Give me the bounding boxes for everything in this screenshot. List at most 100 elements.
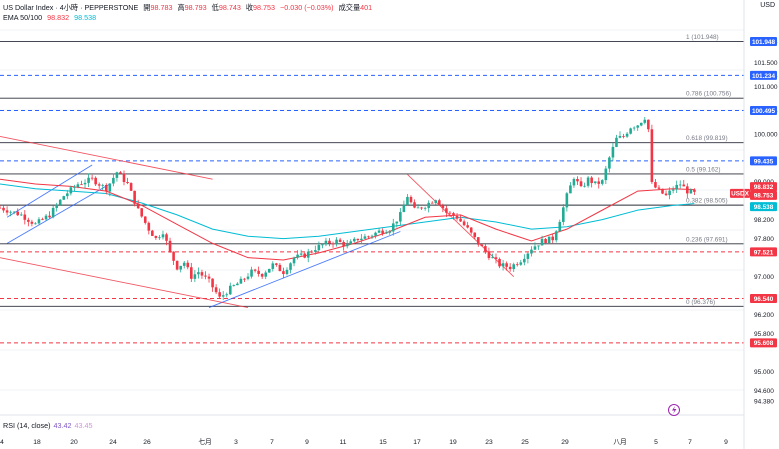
candle-body [682, 184, 686, 187]
symbol-title[interactable]: US Dollar Index · 4小時 · PEPPERSTONE [3, 3, 139, 12]
candle-body [423, 207, 427, 209]
candle-body [466, 225, 469, 228]
price-badge [750, 36, 777, 46]
time-tick-label: 29 [561, 439, 569, 446]
time-tick-label: 20 [70, 439, 78, 446]
candle-body [399, 212, 402, 222]
trend-line [208, 231, 401, 308]
candle-body [579, 181, 583, 187]
candle-body [508, 266, 512, 270]
price-tick-label: 96.200 [754, 312, 774, 319]
time-axis[interactable]: 4 18 20 24 26 七月 3 7 9 11 15 17 19 23 25 29 八月 5 7 9 [0, 437, 728, 446]
candle-body [129, 183, 133, 191]
candle-body [186, 262, 190, 268]
fib-level-label: 0.618 (99.819) [686, 135, 728, 142]
volume-label: 成交量 [338, 3, 361, 12]
candle-body [363, 236, 367, 239]
close-label: 收 [245, 3, 254, 12]
candle-body [158, 237, 161, 239]
candle-body [519, 262, 523, 265]
candle-body [246, 276, 250, 279]
candle-body [608, 157, 611, 169]
candle-body [593, 181, 597, 184]
time-tick-label: 3 [234, 439, 238, 446]
candle-body [275, 263, 278, 265]
price-badge [750, 338, 777, 348]
candle-body [540, 238, 544, 246]
price-badge-label: 98.832 [754, 184, 774, 191]
candle-body [686, 186, 689, 194]
time-tick-label: 23 [485, 439, 493, 446]
price-axis[interactable]: 101.948 101.500 101.234 101.000 100.495 100.0… [754, 39, 778, 406]
candle-body [143, 216, 147, 223]
candle-body [381, 230, 384, 234]
time-tick-label: 7 [688, 439, 692, 446]
candle-body [547, 236, 551, 243]
price-badge-label: 98.538 [754, 204, 774, 211]
candle-body [172, 251, 175, 261]
candle-body [420, 207, 423, 209]
candle-body [604, 168, 608, 181]
trend-lines [0, 136, 515, 309]
price-tick-label: 100.000 [754, 131, 778, 138]
candle-body [76, 184, 80, 187]
candle-body [409, 196, 413, 203]
ticker-badge [730, 188, 750, 198]
fib-level-label: 0.5 (99.162) [686, 166, 720, 173]
trend-line [0, 257, 249, 309]
candle-body [133, 190, 136, 204]
candle-body [388, 231, 392, 233]
candle-body [494, 257, 498, 259]
candle-body [19, 214, 23, 216]
candle-body [147, 222, 151, 231]
trend-line [6, 183, 111, 244]
price-badges: 101.948 101.234 100.495 99.435 98.832 USDX 98.… [730, 36, 777, 348]
rsi-value: 43.42 [53, 421, 72, 430]
candle-body [292, 257, 296, 264]
candle-body [90, 177, 94, 179]
fib-level-label: 1 (101.948) [686, 34, 719, 41]
candle-body [391, 223, 395, 232]
candle-body [51, 207, 55, 218]
candle-body [140, 208, 144, 217]
candle-body [360, 238, 363, 241]
candle-body [625, 133, 629, 137]
candle-body [650, 129, 654, 183]
price-badge [750, 70, 777, 80]
candle-body [243, 278, 246, 280]
candle-body [236, 283, 239, 286]
price-badge-label: 98.753 [754, 193, 774, 200]
price-badge-label: 95.608 [754, 340, 774, 347]
currency-label[interactable]: USD [760, 2, 775, 9]
fib-level-label: 0.382 (98.505) [686, 198, 728, 205]
price-badge-label: 97.521 [754, 249, 774, 256]
ema-legend[interactable]: EMA 50/100 98.832 98.538 [3, 13, 99, 23]
lightning-icon[interactable] [668, 404, 680, 416]
candle-body [576, 178, 579, 182]
candle-body [530, 249, 533, 254]
candle-body [23, 214, 27, 220]
candle-body [377, 230, 381, 233]
candle-body [253, 269, 257, 271]
candle-body [299, 253, 303, 255]
time-tick-label: 25 [521, 439, 529, 446]
rsi-label: RSI (14, close) [3, 421, 51, 430]
candle-body [34, 223, 37, 225]
candle-body [310, 251, 314, 253]
candle-body [165, 234, 168, 241]
candle-body [151, 230, 154, 236]
candle-body [232, 285, 236, 286]
rsi-legend[interactable]: RSI (14, close) 43.42 43.45 [3, 421, 93, 430]
candle-body [647, 119, 650, 130]
candle-body [12, 211, 16, 213]
candle-body [438, 200, 441, 206]
candle-body [498, 258, 501, 267]
candle-body [119, 172, 122, 174]
candle-body [296, 254, 299, 258]
ema-label: EMA 50/100 [3, 13, 43, 22]
time-tick-label: 9 [724, 439, 728, 446]
candle-body [207, 276, 211, 279]
candle-body [204, 275, 207, 277]
candle-body [590, 177, 593, 184]
